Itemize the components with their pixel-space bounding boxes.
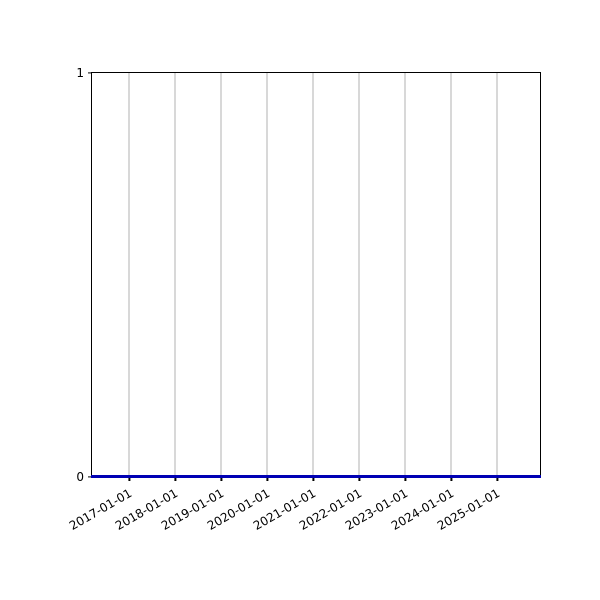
x-gridline xyxy=(450,73,452,477)
y-tick xyxy=(88,476,92,478)
x-tick xyxy=(358,477,360,481)
x-tick xyxy=(312,477,314,481)
y-tick-label: 1 xyxy=(76,66,84,80)
series-zero-line xyxy=(91,475,541,478)
x-tick xyxy=(404,477,406,481)
x-gridline xyxy=(312,73,314,477)
x-gridline xyxy=(404,73,406,477)
plot-area: 2017-01-01 2018-01-01 2019-01-01 2020-01-01… xyxy=(67,66,541,533)
y-tick-label: 0 xyxy=(76,470,84,484)
x-tick xyxy=(128,477,130,481)
x-tick xyxy=(266,477,268,481)
x-gridline xyxy=(220,73,222,477)
x-tick xyxy=(496,477,498,481)
y-tick xyxy=(88,72,92,74)
x-gridline xyxy=(496,73,498,477)
x-gridline xyxy=(128,73,130,477)
x-tick xyxy=(174,477,176,481)
x-gridline xyxy=(174,73,176,477)
x-gridline xyxy=(358,73,360,477)
x-tick xyxy=(220,477,222,481)
x-tick xyxy=(450,477,452,481)
x-gridline xyxy=(266,73,268,477)
